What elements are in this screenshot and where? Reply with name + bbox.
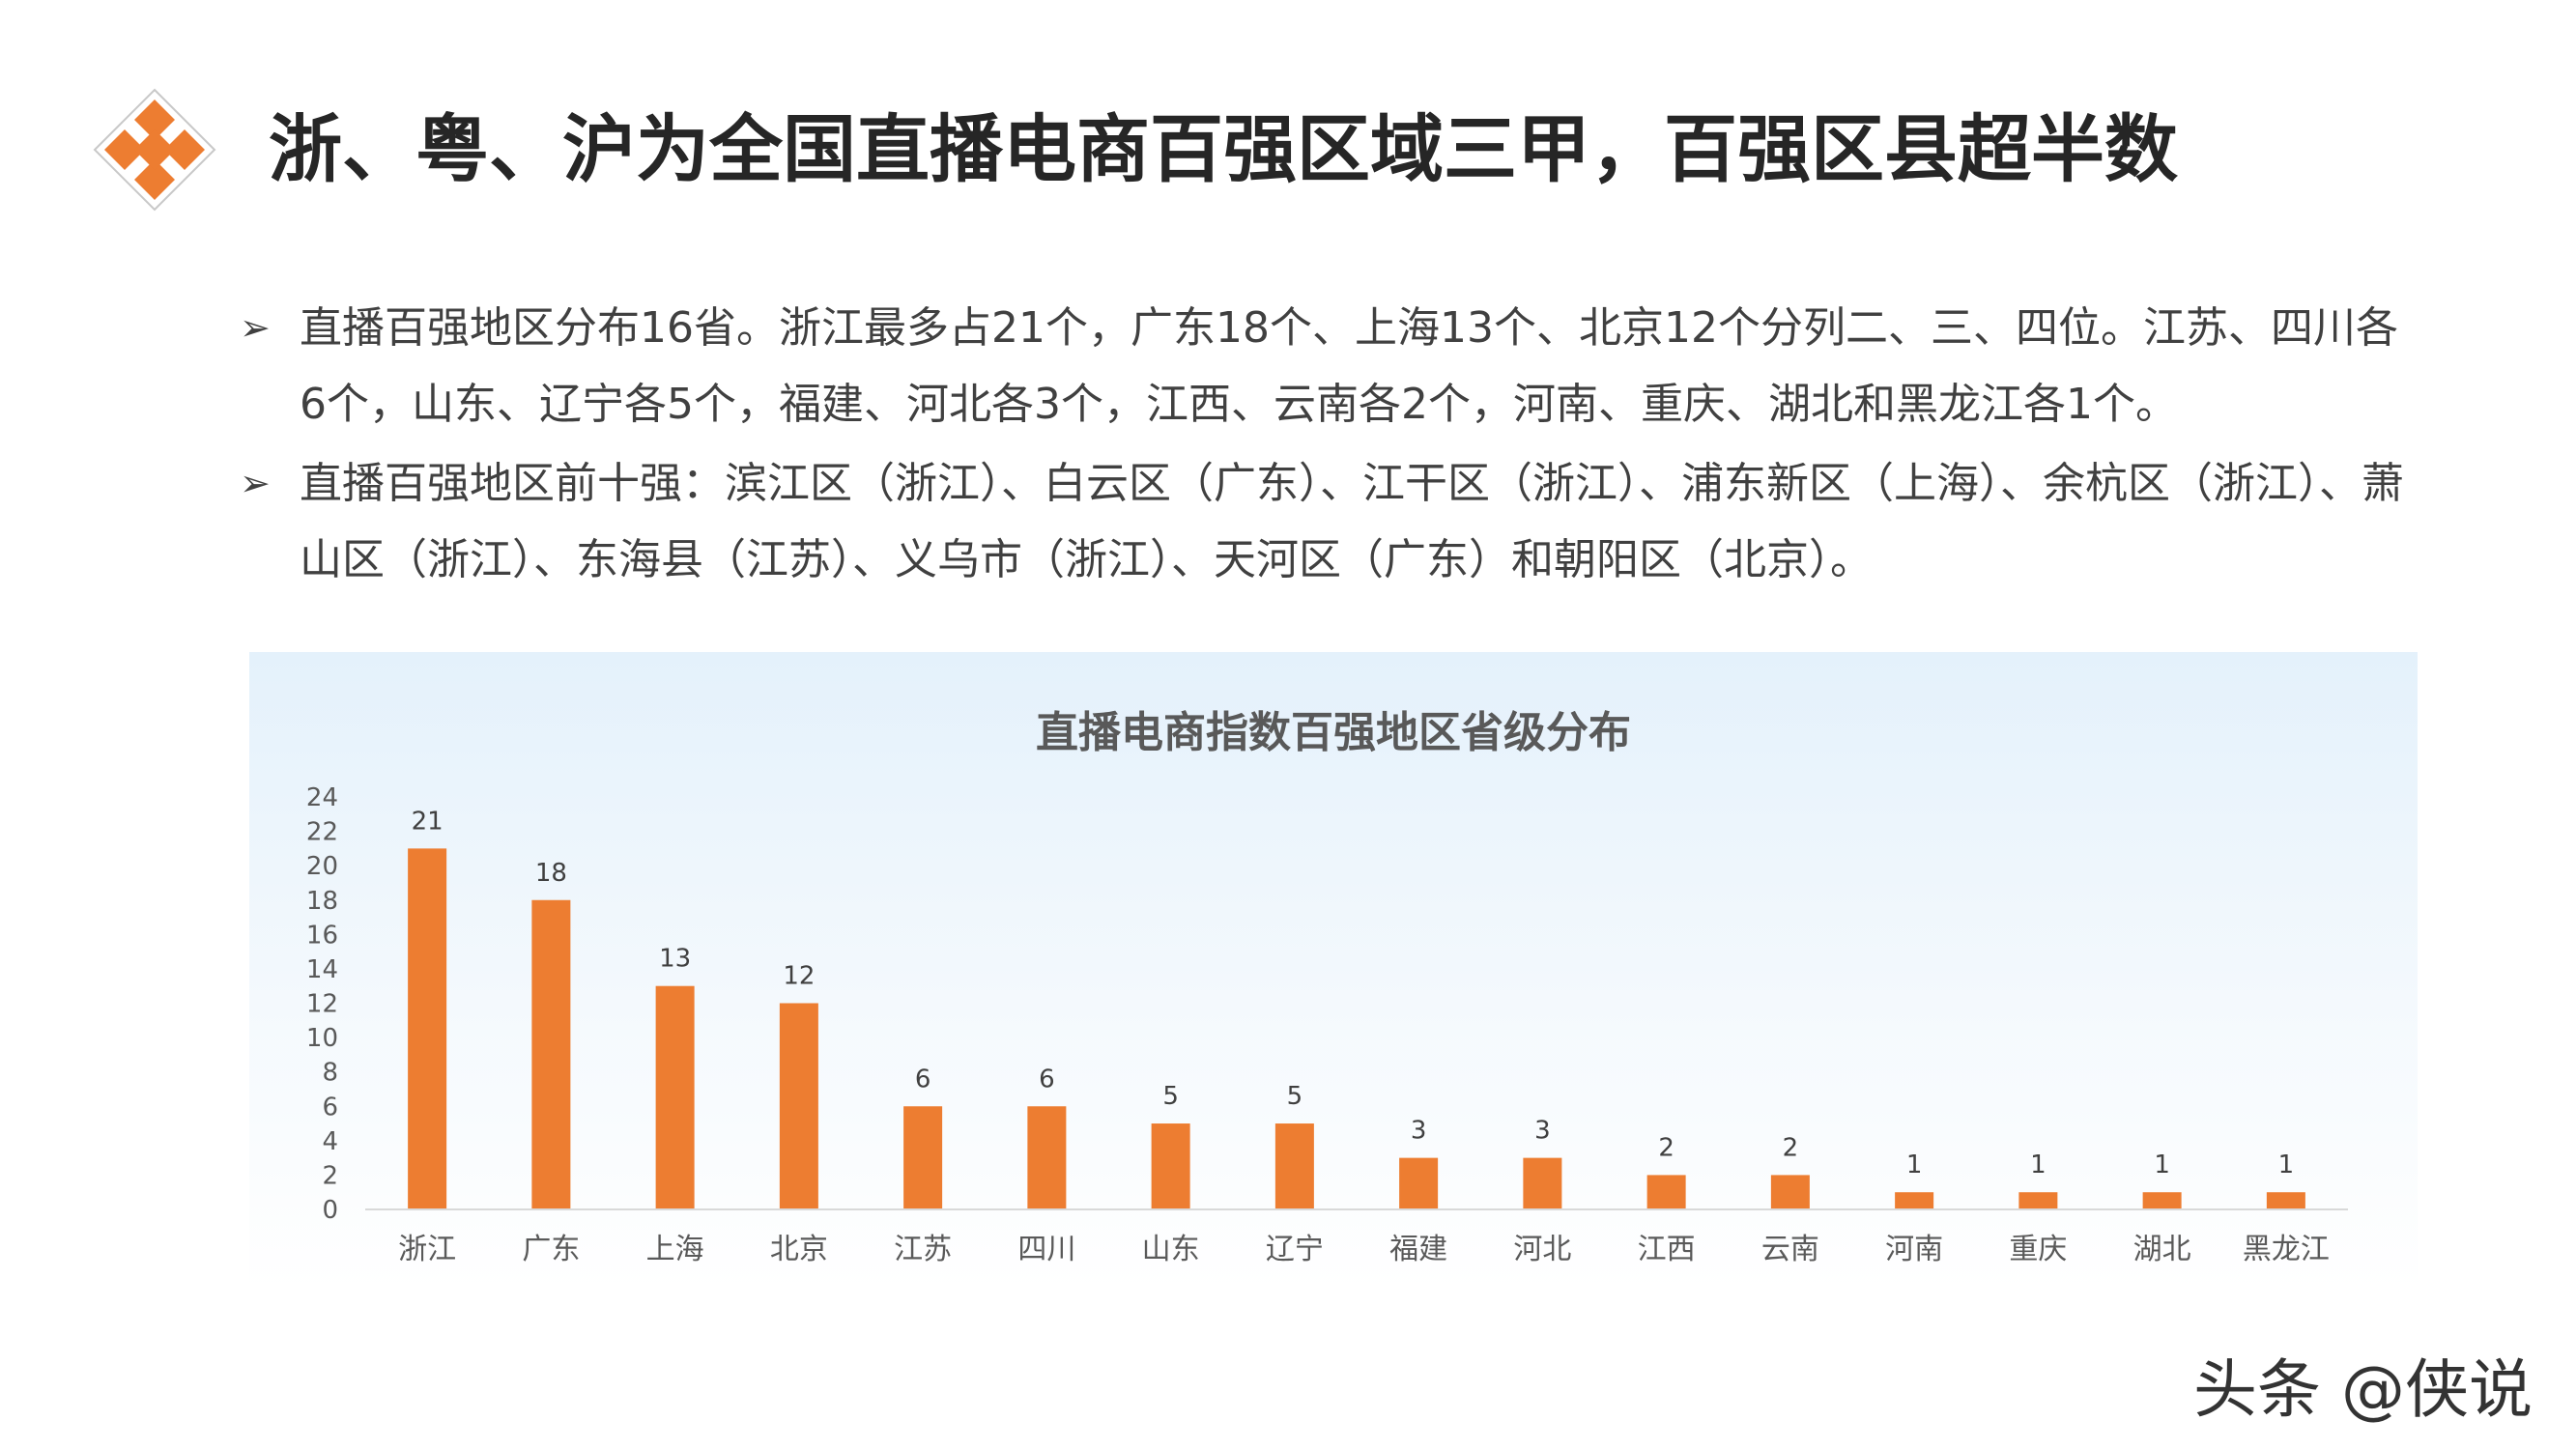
y-tick-label: 6 <box>322 1093 338 1122</box>
page-title: 浙、粤、沪为全国直播电商百强区域三甲，百强区县超半数 <box>269 106 2178 192</box>
logo-tile <box>134 129 175 170</box>
data-label: 1 <box>2278 1151 2295 1179</box>
data-label: 5 <box>1287 1082 1303 1111</box>
data-label: 18 <box>535 859 567 888</box>
y-tick-label: 16 <box>306 921 338 950</box>
data-label: 21 <box>412 807 444 836</box>
data-label: 2 <box>1658 1133 1674 1162</box>
y-tick-label: 20 <box>306 852 338 881</box>
data-label: 6 <box>915 1065 931 1094</box>
watermark: 头条 @侠说 <box>2193 1352 2533 1427</box>
data-label: 3 <box>1411 1117 1427 1146</box>
logo-tile <box>104 129 145 170</box>
bar <box>655 985 695 1209</box>
data-label: 12 <box>783 962 815 991</box>
x-tick-label: 湖北 <box>2133 1233 2191 1266</box>
bullet-item: ➢ 直播百强地区分布16省。浙江最多占21个，广东18个、上海13个、北京12个… <box>240 290 2414 442</box>
bar <box>2266 1192 2305 1209</box>
x-tick-label: 云南 <box>1761 1233 1819 1266</box>
data-label: 1 <box>1906 1151 1923 1179</box>
orange-diamond-grid-icon <box>93 88 216 212</box>
x-tick-label: 辽宁 <box>1266 1233 1324 1266</box>
x-tick-label: 福建 <box>1389 1233 1447 1266</box>
bar <box>903 1106 943 1209</box>
bar <box>2142 1192 2182 1209</box>
logo-tile <box>164 129 205 170</box>
y-tick-label: 14 <box>306 955 338 984</box>
y-tick-label: 12 <box>306 990 338 1019</box>
logo-tile <box>134 99 175 140</box>
data-label: 3 <box>1534 1117 1551 1146</box>
x-tick-label: 江西 <box>1638 1233 1696 1266</box>
x-axis: 浙江 广东 上海 北京 江苏 四川 山东 辽宁 福建 河北 江西 云南 河南 重庆 湖北 黑龙江 <box>365 1208 2348 1266</box>
y-tick-label: 18 <box>306 887 338 916</box>
bar <box>1027 1106 1067 1209</box>
data-label: 6 <box>1039 1065 1055 1094</box>
bullet-text: 直播百强地区前十强：滨江区（浙江）、白云区（广东）、江干区（浙江）、浦东新区（上… <box>300 459 2404 584</box>
y-tick-label: 2 <box>322 1161 338 1190</box>
y-tick-label: 24 <box>306 783 338 812</box>
x-tick-label: 江苏 <box>894 1233 952 1266</box>
bar <box>1895 1192 1934 1209</box>
bullet-list: ➢ 直播百强地区分布16省。浙江最多占21个，广东18个、上海13个、北京12个… <box>240 290 2414 598</box>
bar <box>1274 1123 1314 1209</box>
bar <box>1646 1175 1686 1209</box>
bar <box>1151 1123 1190 1209</box>
y-tick-label: 22 <box>306 818 338 847</box>
x-tick-label: 广东 <box>522 1233 580 1266</box>
x-tick-label: 河北 <box>1513 1233 1571 1266</box>
chart-panel: 直播电商指数百强地区省级分布 0 2 4 6 8 10 12 14 16 18 20 22 24 21 1… <box>249 652 2418 1290</box>
x-tick-label: 河南 <box>1885 1233 1943 1266</box>
x-tick-label: 四川 <box>1017 1233 1075 1266</box>
bar <box>1770 1175 1810 1209</box>
bar <box>779 1003 818 1209</box>
data-label: 1 <box>2030 1151 2046 1179</box>
chart-title: 直播电商指数百强地区省级分布 <box>1036 708 1631 757</box>
x-tick-label: 山东 <box>1142 1233 1200 1266</box>
data-label: 1 <box>2154 1151 2170 1179</box>
bullet-text: 直播百强地区分布16省。浙江最多占21个，广东18个、上海13个、北京12个分列… <box>300 303 2398 429</box>
arrow-bullet-icon: ➢ <box>240 462 271 504</box>
bar <box>1523 1157 1562 1209</box>
data-label: 5 <box>1162 1082 1179 1111</box>
bar <box>408 848 447 1209</box>
bar <box>531 899 571 1209</box>
x-tick-label: 上海 <box>646 1233 704 1266</box>
y-tick-label: 10 <box>306 1024 338 1053</box>
logo-tile <box>134 159 175 200</box>
y-tick-label: 4 <box>322 1127 338 1156</box>
arrow-bullet-icon: ➢ <box>240 306 271 349</box>
bar <box>1399 1157 1439 1209</box>
x-tick-label: 浙江 <box>398 1233 456 1266</box>
x-tick-label: 重庆 <box>2009 1233 2067 1266</box>
y-tick-label: 8 <box>322 1059 338 1088</box>
x-tick-label: 黑龙江 <box>2243 1233 2330 1266</box>
y-tick-label: 0 <box>322 1196 338 1225</box>
x-tick-label: 北京 <box>770 1233 828 1266</box>
data-label: 2 <box>1783 1133 1799 1162</box>
data-label: 13 <box>659 945 691 974</box>
bullet-item: ➢ 直播百强地区前十强：滨江区（浙江）、白云区（广东）、江干区（浙江）、浦东新区… <box>240 445 2414 598</box>
bar <box>2018 1192 2058 1209</box>
